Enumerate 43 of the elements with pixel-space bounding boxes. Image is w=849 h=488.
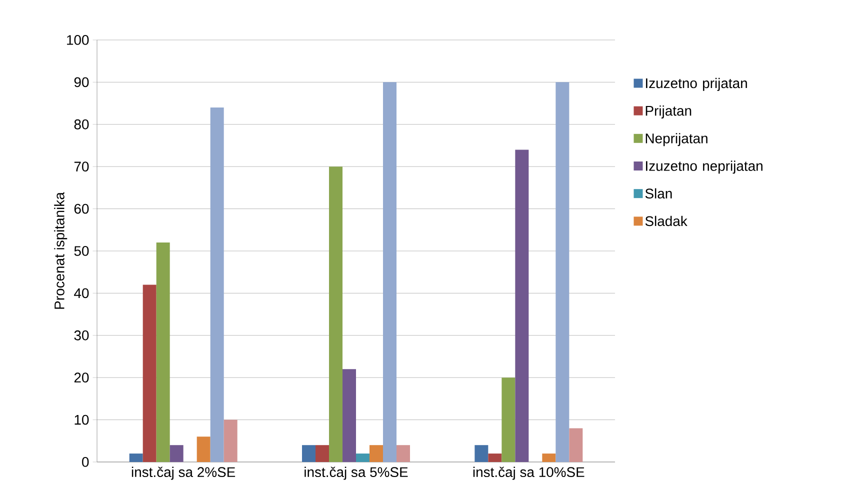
bar [316, 445, 330, 462]
bar [556, 82, 570, 462]
bar [474, 445, 488, 462]
bar [569, 428, 583, 462]
bar [129, 454, 143, 462]
bar [224, 420, 238, 462]
y-axis-title: Procenat ispitanika [54, 192, 68, 309]
y-tick-label: 30 [74, 330, 89, 340]
y-tick-label: 70 [74, 162, 89, 172]
legend-label: Slan [645, 188, 672, 199]
bar [488, 454, 502, 462]
y-tick-label: 40 [74, 288, 89, 298]
bar [515, 150, 529, 462]
y-tick-label: 80 [74, 119, 89, 130]
bar [396, 445, 410, 462]
bar [370, 445, 384, 462]
x-tick-label: inst.čaj sa 10%SE [473, 466, 584, 480]
bar [383, 82, 397, 462]
legend-label: Izuzetno neprijatan [646, 160, 762, 174]
bar [542, 454, 556, 462]
bar [170, 445, 184, 462]
bar [329, 166, 343, 462]
y-tick-label: 60 [74, 204, 89, 214]
bar [210, 108, 224, 462]
legend-label: Prijatan [646, 106, 692, 119]
y-tick-label: 100 [67, 35, 89, 45]
legend-label: Sladak [645, 216, 688, 226]
bar [142, 284, 156, 462]
bar [502, 378, 516, 462]
bar [342, 369, 356, 462]
bar [196, 436, 210, 462]
y-tick-label: 50 [74, 246, 89, 256]
bar [356, 454, 370, 462]
legend-label: Izuzetno prijatan [646, 78, 747, 91]
y-tick-label: 20 [74, 372, 89, 383]
y-tick-label: 90 [74, 77, 89, 88]
legend-label: Neprijatan [646, 133, 708, 146]
bar [156, 242, 170, 462]
bar [302, 445, 316, 462]
y-tick-label: 0 [82, 457, 89, 467]
x-tick-label: inst.čaj sa 2%SE [132, 466, 236, 480]
y-tick-label: 10 [74, 414, 89, 425]
x-tick-label: inst.čaj sa 5%SE [304, 466, 408, 480]
